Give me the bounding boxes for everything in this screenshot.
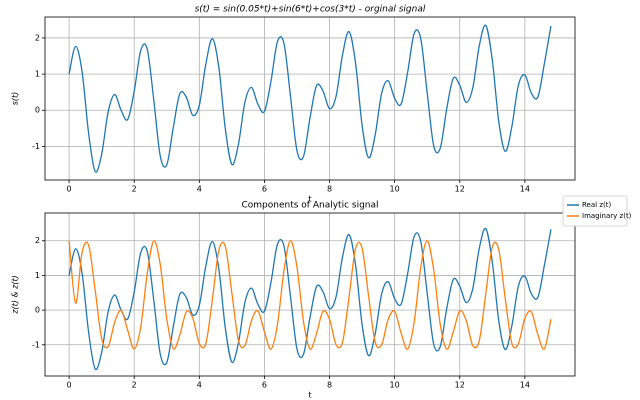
legend: Real z(t) Imaginary z(t) [562,195,632,227]
x-tick-label: 14 [520,381,530,390]
legend-frame [562,195,628,227]
x-tick-label: 12 [455,185,465,194]
x-tick-label: 10 [390,185,400,194]
axes-frame [44,16,576,181]
y-tick-label: -1 [32,340,40,349]
axes-frame [44,212,576,377]
y-tick-label: 1 [35,70,40,79]
y-tick-label: 2 [35,33,40,42]
legend-label: Imaginary z(t) [582,212,632,220]
x-tick-label: 14 [520,185,530,194]
x-axis-label: t [308,195,311,204]
y-tick-label: 0 [35,306,40,315]
legend-label: Real z(t) [582,201,611,209]
y-tick-label: 1 [35,271,40,280]
x-tick-label: 2 [132,185,137,194]
x-tick-label: 8 [327,381,332,390]
chart-title: s(t) = sin(0.05*t)+sin(6*t)+cos(3*t) - o… [195,5,426,15]
x-tick-label: 8 [327,185,332,194]
x-tick-label: 0 [67,381,72,390]
y-axis-label: z(t) & z(t) [11,275,20,314]
x-tick-label: 2 [132,381,137,390]
x-axis-label: t [308,391,311,400]
x-tick-label: 4 [197,381,202,390]
x-tick-label: 6 [262,381,267,390]
data-line [68,240,552,350]
x-tick-label: 12 [455,381,465,390]
y-tick-label: 0 [35,106,40,115]
chart-title: Components of Analytic signal [242,201,379,211]
y-axis-label: s(t) [11,92,20,106]
x-tick-label: 0 [67,185,72,194]
data-line [68,24,552,173]
x-tick-label: 6 [262,185,267,194]
y-tick-label: -1 [32,142,40,151]
x-tick-label: 4 [197,185,202,194]
y-tick-label: 2 [35,236,40,245]
x-tick-label: 10 [390,381,400,390]
